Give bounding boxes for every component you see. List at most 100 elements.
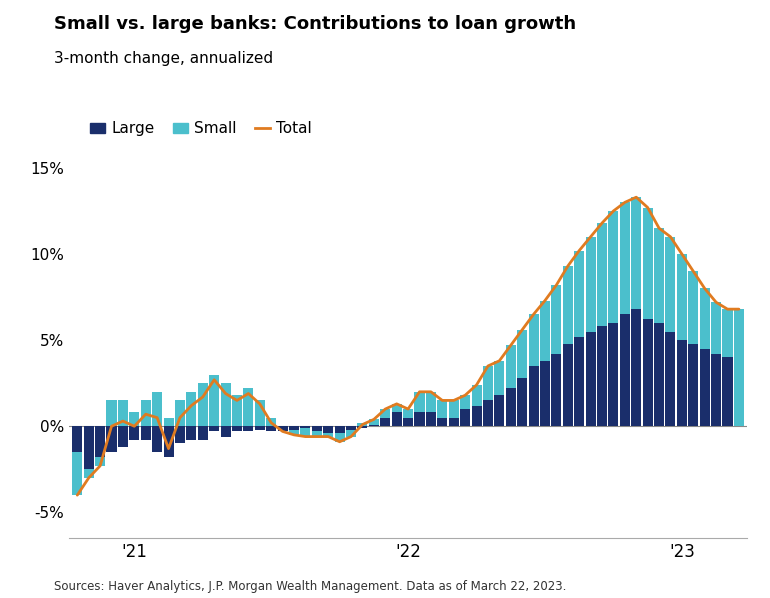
Bar <box>426 413 436 426</box>
Bar <box>163 417 173 426</box>
Bar <box>152 426 162 452</box>
Bar <box>540 301 550 361</box>
Bar <box>141 426 151 440</box>
Bar <box>129 413 139 426</box>
Bar <box>437 417 447 426</box>
Bar <box>129 426 139 440</box>
Bar <box>722 358 732 426</box>
Bar <box>278 426 288 431</box>
Bar <box>186 426 196 440</box>
Bar <box>563 266 573 344</box>
Bar <box>118 401 128 426</box>
Bar <box>186 392 196 426</box>
Text: 3-month change, annualized: 3-month change, annualized <box>54 51 273 66</box>
Bar <box>540 361 550 426</box>
Bar <box>608 211 618 323</box>
Bar <box>643 319 653 426</box>
Bar <box>654 228 664 323</box>
Bar <box>574 337 584 426</box>
Bar <box>460 395 470 409</box>
Bar <box>289 426 299 430</box>
Bar <box>471 385 481 405</box>
Bar <box>346 426 356 430</box>
Bar <box>620 202 630 315</box>
Bar <box>300 428 310 437</box>
Bar <box>722 309 732 358</box>
Bar <box>597 327 607 426</box>
Bar <box>483 366 493 401</box>
Bar <box>323 433 333 437</box>
Bar <box>506 388 516 426</box>
Bar <box>506 345 516 388</box>
Bar <box>643 208 653 319</box>
Bar <box>677 254 687 340</box>
Bar <box>369 419 379 425</box>
Bar <box>380 409 390 417</box>
Bar <box>300 426 310 428</box>
Bar <box>357 423 367 426</box>
Bar <box>220 426 230 437</box>
Bar <box>414 413 424 426</box>
Bar <box>266 426 276 431</box>
Bar <box>711 354 721 426</box>
Bar <box>357 426 367 428</box>
Bar <box>198 383 208 426</box>
Bar <box>631 309 641 426</box>
Bar <box>312 431 322 437</box>
Bar <box>460 409 470 426</box>
Bar <box>335 433 345 442</box>
Bar <box>243 426 253 431</box>
Bar <box>335 426 345 433</box>
Bar <box>198 426 208 440</box>
Bar <box>517 378 527 426</box>
Bar <box>688 271 698 344</box>
Bar <box>494 361 504 395</box>
Bar <box>175 401 185 426</box>
Bar <box>392 413 402 426</box>
Bar <box>586 331 596 426</box>
Bar <box>528 366 538 426</box>
Bar <box>255 426 265 430</box>
Bar <box>665 331 675 426</box>
Bar <box>449 401 459 417</box>
Bar <box>220 383 230 426</box>
Bar <box>597 223 607 327</box>
Bar <box>654 323 664 426</box>
Bar <box>677 340 687 426</box>
Bar <box>574 251 584 337</box>
Bar <box>84 426 94 469</box>
Bar <box>209 374 219 426</box>
Text: Small vs. large banks: Contributions to loan growth: Small vs. large banks: Contributions to … <box>54 15 576 33</box>
Bar <box>369 425 379 426</box>
Bar <box>175 426 185 444</box>
Bar <box>688 344 698 426</box>
Bar <box>232 395 242 426</box>
Bar <box>380 417 390 426</box>
Bar <box>312 426 322 431</box>
Bar <box>255 401 265 426</box>
Bar <box>152 392 162 426</box>
Bar <box>141 401 151 426</box>
Bar <box>403 409 413 417</box>
Bar <box>586 237 596 331</box>
Bar <box>631 197 641 309</box>
Bar <box>563 344 573 426</box>
Bar <box>734 309 744 426</box>
Bar <box>289 430 299 435</box>
Bar <box>426 392 436 413</box>
Bar <box>517 330 527 378</box>
Bar <box>437 401 447 417</box>
Bar <box>72 452 82 495</box>
Bar <box>414 392 424 413</box>
Bar <box>494 395 504 426</box>
Bar <box>346 430 356 437</box>
Bar <box>266 417 276 426</box>
Bar <box>209 426 219 431</box>
Bar <box>72 426 82 452</box>
Bar <box>711 302 721 354</box>
Bar <box>483 401 493 426</box>
Bar <box>528 315 538 366</box>
Bar <box>84 469 94 478</box>
Bar <box>551 285 561 354</box>
Bar <box>243 388 253 426</box>
